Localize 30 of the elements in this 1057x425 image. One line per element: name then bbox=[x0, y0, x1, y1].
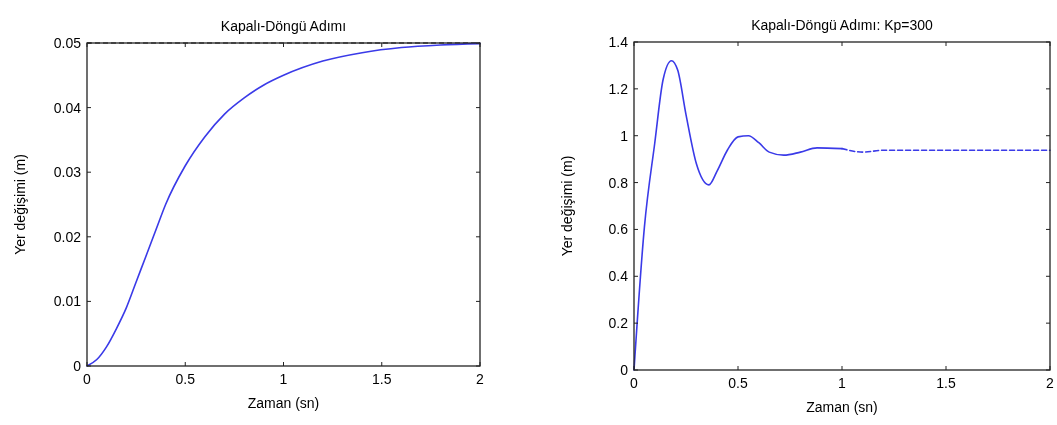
x-tick-label: 2 bbox=[1046, 375, 1055, 391]
chart-title: Kapalı-Döngü Adımı bbox=[220, 18, 347, 34]
y-axis-title: Yer değişimi (m) bbox=[12, 154, 28, 255]
x-tick-label: 2 bbox=[476, 371, 485, 387]
y-tick-label: 1 bbox=[620, 127, 629, 144]
line-series bbox=[86, 42, 481, 367]
y-tick-label: 0.2 bbox=[608, 315, 629, 332]
x-axis-title: Zaman (sn) bbox=[806, 399, 878, 415]
x-tick-label: 0 bbox=[83, 371, 92, 387]
y-tick-label: 0.4 bbox=[608, 268, 629, 285]
y-tick-label: 1.2 bbox=[608, 80, 629, 97]
x-tick-label: 1 bbox=[838, 375, 847, 391]
x-tick-label: 0.5 bbox=[175, 371, 196, 387]
x-axis-title: Zaman (sn) bbox=[247, 395, 320, 411]
y-tick-label: 0.01 bbox=[53, 293, 82, 310]
y-tick-label: 1.4 bbox=[608, 34, 629, 50]
x-tick-label: 0.5 bbox=[728, 375, 748, 391]
chart-title: Kapalı-Döngü Adımı: Kp=300 bbox=[751, 17, 934, 33]
y-tick-label: 0.05 bbox=[53, 35, 82, 51]
x-tick-label: 1.5 bbox=[936, 375, 956, 391]
y-tick-label: 0.03 bbox=[53, 164, 82, 181]
y-axis-title: Yer değişimi (m) bbox=[559, 155, 575, 257]
y-tick-label: 0.02 bbox=[53, 228, 82, 245]
x-tick-label: 0 bbox=[630, 375, 639, 391]
y-tick-label: 0.8 bbox=[608, 174, 629, 191]
x-tick-label: 1 bbox=[279, 371, 288, 387]
x-tick-label: 1.5 bbox=[372, 371, 392, 387]
y-tick-label: 0.04 bbox=[53, 99, 82, 116]
y-tick-label: 0.6 bbox=[608, 221, 629, 238]
y-tick-label: 0 bbox=[73, 358, 82, 374]
